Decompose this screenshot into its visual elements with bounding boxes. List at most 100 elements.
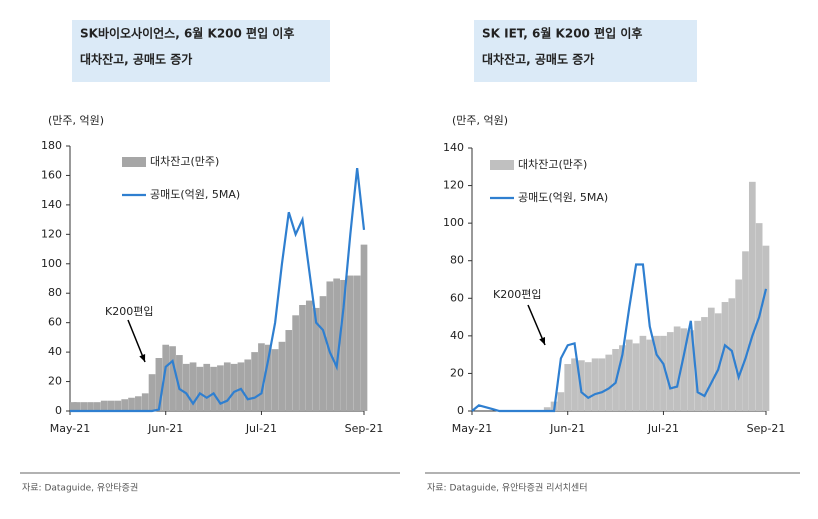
y-tick-label: 160: [41, 168, 62, 181]
y-tick-label: 180: [41, 139, 62, 152]
y-tick-label: 0: [457, 404, 464, 417]
bar: [742, 251, 749, 411]
y-tick-label: 0: [55, 404, 62, 417]
x-tick-label: May-21: [452, 422, 493, 435]
bar: [584, 362, 592, 411]
chart-title: 대차잔고, 공매도 증가: [80, 52, 192, 67]
bar: [196, 366, 204, 411]
bar: [714, 313, 722, 411]
y-tick-label: 140: [41, 198, 62, 211]
x-tick-label: Jul-21: [647, 422, 679, 435]
bar: [680, 328, 688, 411]
bar: [625, 339, 633, 411]
unit-label: (만주, 억원): [48, 114, 104, 127]
x-tick-label: Sep-21: [345, 422, 384, 435]
bar: [217, 365, 224, 411]
chart-title: SK바이오사이언스, 6월 K200 편입 이후: [80, 26, 294, 41]
y-tick-label: 80: [450, 254, 464, 267]
source: 자료: Dataguide, 유안타증권: [22, 482, 138, 494]
bar: [258, 343, 265, 411]
arrow-head: [539, 337, 545, 345]
y-tick-label: 40: [48, 345, 62, 358]
y-tick-label: 20: [450, 366, 464, 379]
bar: [292, 315, 299, 411]
bar: [571, 358, 578, 411]
bar: [264, 344, 272, 411]
annotation: K200편입: [493, 288, 541, 301]
y-tick-label: 100: [41, 257, 62, 270]
bar: [94, 402, 101, 411]
bar: [299, 305, 306, 411]
bar: [653, 335, 660, 411]
bar: [162, 344, 170, 411]
bar: [107, 400, 115, 411]
bar: [189, 362, 197, 411]
bar: [639, 335, 647, 411]
line: [70, 167, 366, 413]
bar: [660, 335, 667, 411]
bar: [237, 362, 245, 411]
y-tick-label: 60: [48, 316, 62, 329]
bar: [176, 355, 183, 411]
bar: [223, 362, 231, 411]
chart-title: SK IET, 6월 K200 편입 이후: [482, 26, 642, 41]
bar: [762, 245, 770, 411]
bar: [319, 296, 327, 411]
bar: [632, 343, 640, 411]
y-tick-label: 140: [443, 141, 464, 154]
bar: [278, 341, 286, 411]
bar: [701, 317, 708, 411]
bar: [73, 402, 81, 411]
bar: [271, 349, 279, 411]
bar: [707, 307, 715, 411]
unit-label: (만주, 억원): [452, 114, 508, 127]
bar: [340, 279, 347, 411]
source: 자료: Dataguide, 유안타증권 리서치센터: [427, 482, 588, 494]
y-tick-label: 120: [41, 227, 62, 240]
bar: [141, 393, 149, 411]
bar: [169, 346, 176, 411]
arrow-head: [139, 354, 146, 362]
bar: [210, 366, 217, 411]
bar: [148, 374, 156, 411]
y-tick-label: 60: [450, 291, 464, 304]
x-tick-label: May-21: [50, 422, 91, 435]
bar: [203, 363, 211, 411]
x-tick-label: Jun-21: [549, 422, 585, 435]
bar: [646, 339, 654, 411]
bar: [312, 307, 320, 411]
bar: [182, 363, 190, 411]
bar: [564, 364, 572, 411]
bar: [543, 407, 551, 411]
bar: [694, 320, 701, 411]
bar: [666, 332, 674, 411]
chart-title: 대차잔고, 공매도 증가: [482, 52, 594, 67]
annotation-arrow: [127, 319, 146, 363]
bar: [346, 275, 354, 411]
title-box: [474, 20, 697, 82]
bar: [100, 400, 108, 411]
y-tick-label: 120: [443, 179, 464, 192]
line: [471, 263, 768, 413]
legend-swatch: [122, 157, 146, 167]
bar: [244, 359, 252, 411]
bar: [80, 402, 88, 411]
x-tick-label: Sep-21: [747, 422, 786, 435]
bar: [557, 392, 565, 411]
y-tick-label: 100: [443, 216, 464, 229]
legend-label: 공매도(억원, 5MA): [150, 188, 240, 201]
legend-label: 대차잔고(만주): [150, 155, 219, 168]
bar: [598, 358, 606, 411]
bar: [673, 326, 681, 411]
bar: [360, 244, 368, 411]
legend-label: 대차잔고(만주): [518, 158, 587, 171]
bar: [87, 402, 94, 411]
annotation: K200편입: [105, 305, 153, 318]
bar: [70, 402, 77, 411]
bar: [135, 396, 142, 411]
bar: [326, 281, 334, 411]
title-box: [72, 20, 330, 82]
x-tick-label: Jul-21: [245, 422, 277, 435]
bar: [285, 330, 293, 411]
